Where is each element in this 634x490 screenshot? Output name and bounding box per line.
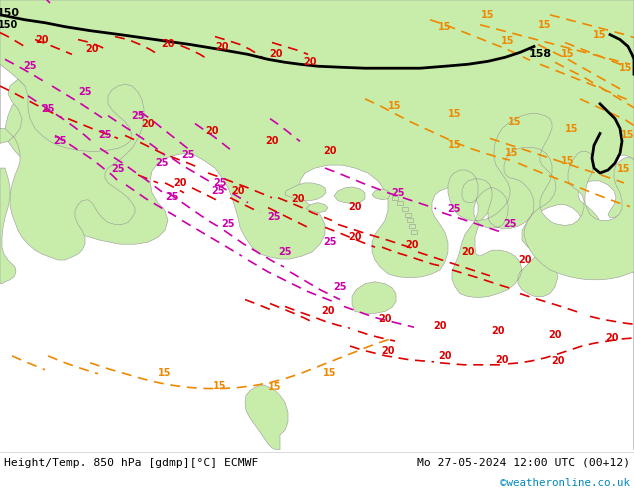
Text: 20: 20 xyxy=(216,43,229,52)
Text: 20: 20 xyxy=(265,136,279,147)
Text: 20: 20 xyxy=(205,126,219,137)
Polygon shape xyxy=(372,189,390,200)
Text: 20: 20 xyxy=(548,330,562,340)
Text: 25: 25 xyxy=(53,136,67,147)
Polygon shape xyxy=(409,224,415,228)
Text: 20: 20 xyxy=(405,240,418,250)
Text: 20: 20 xyxy=(462,247,475,257)
Text: 15: 15 xyxy=(323,368,337,378)
Text: 25: 25 xyxy=(23,61,37,71)
Text: 15: 15 xyxy=(593,29,607,40)
Text: 15: 15 xyxy=(481,10,495,20)
Text: 25: 25 xyxy=(323,237,337,247)
Text: 20: 20 xyxy=(269,49,283,59)
Text: 25: 25 xyxy=(333,282,347,292)
Text: 20: 20 xyxy=(605,333,619,343)
Text: 25: 25 xyxy=(98,130,112,141)
Text: 25: 25 xyxy=(155,158,169,168)
Polygon shape xyxy=(411,230,417,234)
Text: 15: 15 xyxy=(438,22,452,32)
Text: 15: 15 xyxy=(538,20,552,30)
Text: 15: 15 xyxy=(388,101,402,111)
Text: 20: 20 xyxy=(231,186,245,196)
Polygon shape xyxy=(407,219,413,222)
Text: 15: 15 xyxy=(566,123,579,133)
Text: 20: 20 xyxy=(36,34,49,45)
Text: 25: 25 xyxy=(391,188,404,198)
Text: 25: 25 xyxy=(221,220,235,229)
Text: 25: 25 xyxy=(447,204,461,214)
Text: 158: 158 xyxy=(528,49,552,59)
Text: 20: 20 xyxy=(323,146,337,156)
Polygon shape xyxy=(0,168,16,284)
Text: 20: 20 xyxy=(348,201,362,212)
Text: 25: 25 xyxy=(165,192,179,202)
Text: 20: 20 xyxy=(321,306,335,317)
Polygon shape xyxy=(0,0,634,297)
Text: 20: 20 xyxy=(348,232,362,242)
Polygon shape xyxy=(405,213,411,217)
Polygon shape xyxy=(245,386,288,450)
Text: 20: 20 xyxy=(141,119,155,128)
Text: 20: 20 xyxy=(85,45,99,54)
Text: 15: 15 xyxy=(561,156,575,166)
Text: 25: 25 xyxy=(503,220,517,229)
Text: 25: 25 xyxy=(181,150,195,160)
Text: Mo 27-05-2024 12:00 UTC (00+12): Mo 27-05-2024 12:00 UTC (00+12) xyxy=(417,458,630,468)
Polygon shape xyxy=(402,207,408,211)
Text: 25: 25 xyxy=(268,212,281,221)
Polygon shape xyxy=(397,201,403,205)
Text: 20: 20 xyxy=(518,255,532,265)
Text: 25: 25 xyxy=(111,164,125,174)
Text: 20: 20 xyxy=(381,346,395,356)
Text: 20: 20 xyxy=(433,321,447,331)
Polygon shape xyxy=(285,183,326,201)
Text: Height/Temp. 850 hPa [gdmp][°C] ECMWF: Height/Temp. 850 hPa [gdmp][°C] ECMWF xyxy=(4,458,259,468)
Text: 15: 15 xyxy=(501,36,515,46)
Text: 15: 15 xyxy=(213,381,227,391)
Text: 15: 15 xyxy=(448,109,462,119)
Text: 15: 15 xyxy=(158,368,172,378)
Polygon shape xyxy=(0,64,144,260)
Text: 20: 20 xyxy=(291,194,305,204)
Polygon shape xyxy=(334,187,365,204)
Polygon shape xyxy=(352,282,396,314)
Text: 20: 20 xyxy=(491,326,505,336)
Text: ©weatheronline.co.uk: ©weatheronline.co.uk xyxy=(500,478,630,488)
Text: 15: 15 xyxy=(618,164,631,174)
Text: 15: 15 xyxy=(505,148,519,158)
Text: 20: 20 xyxy=(495,355,508,365)
Text: 15: 15 xyxy=(619,63,633,73)
Text: 25: 25 xyxy=(41,104,55,114)
Text: 25: 25 xyxy=(131,111,145,121)
Text: 15: 15 xyxy=(561,49,575,59)
Text: 150: 150 xyxy=(0,8,20,18)
Text: 20: 20 xyxy=(161,40,175,49)
Text: 15: 15 xyxy=(448,140,462,150)
Polygon shape xyxy=(448,114,634,450)
Text: 15: 15 xyxy=(508,117,522,126)
Text: 25: 25 xyxy=(278,247,292,257)
Text: 25: 25 xyxy=(213,178,227,188)
Text: 25: 25 xyxy=(78,87,92,97)
Text: 20: 20 xyxy=(438,351,452,361)
Text: 20: 20 xyxy=(551,356,565,366)
Text: 15: 15 xyxy=(621,130,634,141)
Text: 20: 20 xyxy=(378,314,392,324)
Text: 20: 20 xyxy=(173,178,187,188)
Text: 20: 20 xyxy=(303,57,317,67)
Text: 15: 15 xyxy=(268,382,281,392)
Text: 25: 25 xyxy=(211,186,224,196)
Polygon shape xyxy=(392,196,398,200)
Polygon shape xyxy=(306,203,328,213)
Text: 150: 150 xyxy=(0,20,18,30)
